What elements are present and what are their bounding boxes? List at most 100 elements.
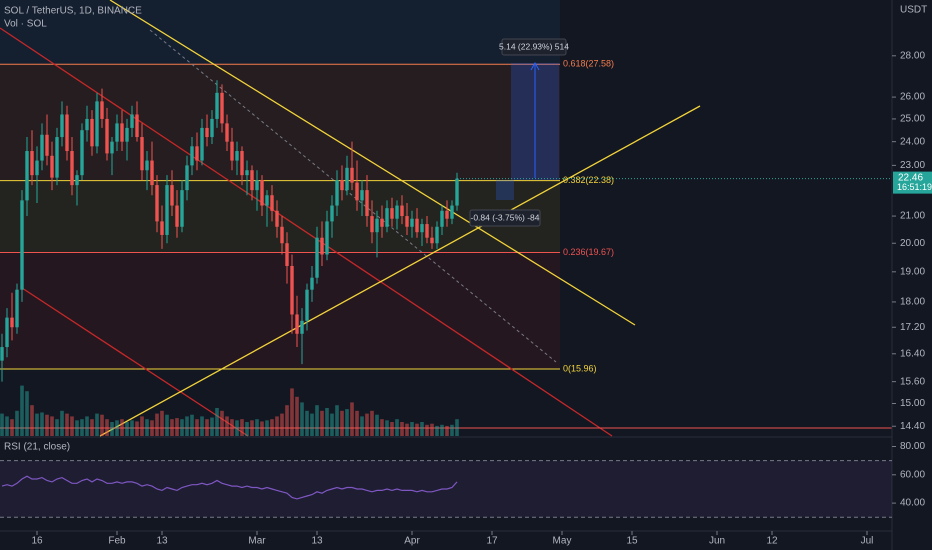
volume-bar [425, 424, 429, 436]
volume-bar [365, 413, 369, 436]
volume-bar [140, 416, 144, 436]
measure-label: -0.84 (-3.75%) -84 [471, 212, 540, 222]
volume-bar [30, 405, 34, 436]
candle-body [165, 185, 169, 235]
candle-body [230, 141, 234, 161]
volume-bar [290, 388, 294, 436]
volume-bar [85, 416, 89, 436]
y-tick-label: 17.20 [900, 322, 925, 333]
candle-body [325, 221, 329, 255]
volume-bar [350, 402, 354, 436]
candle-body [245, 170, 249, 176]
fib-zone [0, 252, 560, 369]
measure-tag [469, 209, 541, 227]
candle-body [45, 134, 49, 156]
candle-body [260, 180, 264, 206]
volume-bar [245, 422, 249, 436]
volume-bar [15, 410, 19, 436]
x-tick-label: 13 [156, 536, 168, 547]
x-tick-label: 17 [486, 536, 498, 547]
volume-bar [60, 410, 64, 436]
candle-body [455, 178, 459, 206]
candle-body [5, 317, 9, 348]
candle-body [295, 314, 299, 334]
candle-body [425, 224, 429, 238]
volume-bar [240, 419, 244, 436]
candle-body [380, 218, 384, 227]
candle-body [130, 114, 134, 128]
rsi-line [1, 475, 458, 500]
candle-body [185, 165, 189, 191]
x-tick-label: Jul [861, 536, 874, 547]
candle-body [250, 170, 254, 191]
volume-bar [415, 423, 419, 436]
volume-bar [270, 419, 274, 436]
candle-body [35, 160, 39, 176]
volume-bar [320, 410, 324, 436]
volume-bar [100, 414, 104, 436]
x-tick-label: Apr [404, 536, 420, 547]
candle-body [15, 289, 19, 328]
measure-box [496, 180, 514, 200]
candle-body [235, 151, 239, 161]
x-tick-label: Mar [248, 536, 266, 547]
volume-bar [315, 405, 319, 436]
volume-bar [195, 419, 199, 436]
volume-bar [360, 416, 364, 436]
volume-bar [325, 408, 329, 436]
candle-body [335, 180, 339, 206]
volume-bar [305, 410, 309, 436]
currency: USDT [900, 5, 927, 16]
candle-body [135, 114, 139, 138]
candle-body [120, 123, 124, 142]
volume-bar [205, 419, 209, 436]
volume-bar [405, 423, 409, 436]
volume-bar [190, 414, 194, 436]
volume-bar [65, 413, 69, 436]
candle-body [215, 92, 219, 119]
y-tick-label: 24.00 [900, 136, 925, 147]
candle-body [75, 175, 79, 186]
volume-bar [435, 425, 439, 436]
volume-label: Vol · SOL [4, 19, 47, 30]
candle-body [390, 208, 394, 219]
measure-label: 5.14 (22.93%) 514 [499, 41, 569, 51]
candle-body [265, 195, 269, 206]
candle-body [175, 205, 179, 227]
volume-bar [410, 422, 414, 436]
candle-body [435, 226, 439, 244]
price-tag [893, 171, 932, 194]
volume-bar [420, 422, 424, 436]
volume-bar [295, 396, 299, 436]
fib-zone [0, 64, 560, 181]
candle-body [430, 237, 434, 244]
candle-body [240, 151, 244, 176]
candle-body [280, 226, 284, 244]
volume-bar [230, 419, 234, 436]
volume-bar [110, 422, 114, 436]
volume-bar [390, 422, 394, 436]
candle-body [210, 118, 214, 138]
volume-bar [310, 413, 314, 436]
candle-body [145, 160, 149, 171]
candle-body [140, 137, 144, 171]
fib-zone [0, 180, 560, 253]
y-tick-label: 26.00 [900, 92, 925, 103]
rsi-tick-label: 40.00 [900, 498, 925, 509]
candle-body [40, 134, 44, 161]
volume-bar [175, 418, 179, 436]
x-tick-label: Feb [108, 536, 126, 547]
candle-body [305, 289, 309, 321]
candle-body [80, 130, 84, 176]
volume-bar [35, 413, 39, 436]
candle-body [100, 101, 104, 119]
volume-bar [185, 416, 189, 436]
fib-label: 0.618(27.58) [563, 59, 614, 69]
candle-body [355, 182, 359, 201]
volume-bar [170, 419, 174, 436]
y-tick-label: 21.00 [900, 211, 925, 222]
volume-bar [395, 419, 399, 436]
candle-body [360, 190, 364, 201]
volume-bar [180, 419, 184, 436]
